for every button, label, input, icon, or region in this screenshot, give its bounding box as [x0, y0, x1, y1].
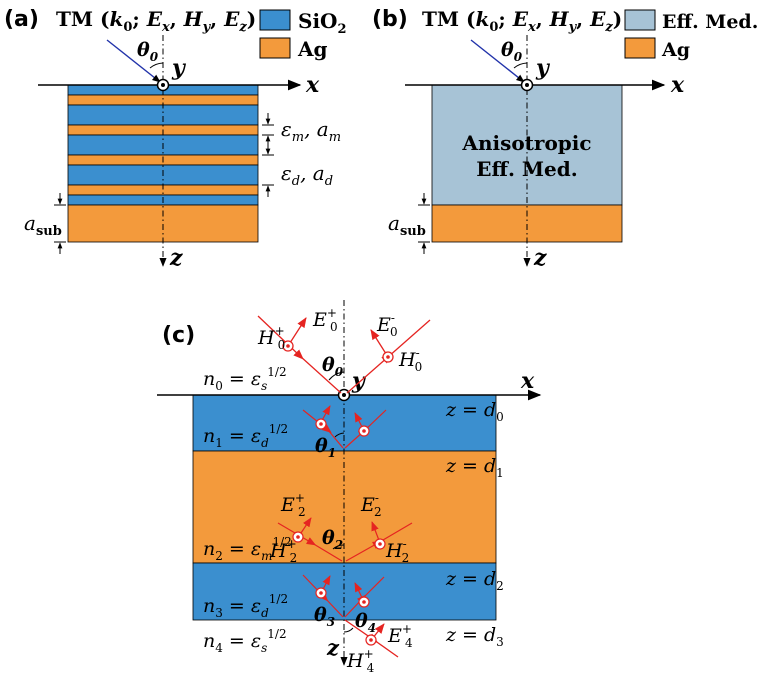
panel-a-sub-label: asub [24, 211, 62, 239]
theta2-label: θ2 [322, 527, 343, 552]
z-d0-label: z = d0 [445, 399, 504, 424]
panel-b-x-axis: x [670, 72, 685, 98]
panel-c-x-axis: x [520, 368, 535, 394]
legend-ag-b-label: Ag [661, 39, 690, 61]
panel-b-label: (b) [372, 7, 408, 32]
panel-c-z-axis: z [326, 635, 340, 660]
panel-b-incidence-label: TM (k0; Ex, Hy, Ez) [422, 7, 622, 35]
legend-ag-swatch [259, 37, 291, 59]
panel-b-z-axis: z [533, 245, 547, 271]
z-d1-label: z = d1 [445, 455, 504, 480]
legend-ag-label: Ag [297, 37, 328, 61]
panel-c-label: (c) [162, 323, 195, 348]
H4-plus-label: H+ 4 [346, 647, 375, 675]
panel-b-y-axis: y [535, 55, 551, 81]
layer3-rays [302, 574, 385, 618]
panel-a-diel-label: εd, ad [281, 161, 333, 189]
panel-a-label: (a) [4, 7, 39, 32]
H2-plus-label: H+ 2 [269, 537, 297, 565]
H0-plus-label: H+ 0 [257, 324, 285, 352]
legend-sio2-label: SiO2 [298, 9, 347, 37]
H2-minus-label: H-2 [385, 537, 409, 565]
theta1-label: θ1 [315, 435, 336, 460]
E0-plus-label: E+ 0 [312, 306, 338, 334]
theta0-label: θ0 [322, 354, 344, 379]
H0-minus-label: H-0 [398, 346, 422, 374]
n3-label: n3 = εd1/2 [203, 592, 288, 620]
E2-plus-label: E+ 2 [280, 491, 306, 519]
legend-eff-label: Eff. Med. [662, 11, 757, 33]
n2-label: n2 = εm1/2 [203, 535, 292, 563]
n4-label: n4 = εs1/2 [203, 627, 287, 655]
n1-label: n1 = εd1/2 [203, 422, 288, 450]
panel-b: (b) TM (k0; Ex, Hy, Ez) Eff. Med. Ag Ani… [372, 7, 757, 271]
legend-sio2-swatch [259, 9, 291, 31]
legend-ag-b-swatch [624, 37, 656, 59]
n0-label: n0 = εs1/2 [203, 365, 287, 393]
E4-plus-label: E+ 4 [387, 622, 413, 650]
panel-a: (a) TM (k0; Ex, Hy, Ez) SiO2 Ag x z y θ0 [4, 7, 347, 271]
theta4-label: θ4 [355, 610, 376, 635]
panel-b-theta: θ0 [501, 39, 523, 64]
theta3-label: θ3 [314, 604, 335, 629]
panel-c: (c) x z y n0 = εs1/2 n1 = εd1/2 n2 = εm1… [157, 300, 542, 675]
z-d3-label: z = d3 [445, 624, 504, 649]
panel-a-metal-label: εm, am [281, 117, 341, 145]
z-d2-label: z = d2 [445, 568, 504, 593]
panel-a-incidence-label: TM (k0; Ex, Hy, Ez) [56, 7, 256, 35]
layer2-rays [277, 517, 413, 562]
panel-a-y-axis: y [171, 55, 187, 81]
E0-minus-label: E-0 [376, 311, 398, 339]
panel-a-x-axis: x [305, 72, 320, 98]
legend-eff-swatch [624, 9, 656, 31]
panel-a-theta: θ0 [137, 39, 159, 64]
panel-a-z-axis: z [169, 245, 183, 271]
panel-c-y-axis: y [351, 368, 367, 394]
E2-minus-label: E-2 [360, 491, 382, 519]
panel-b-sub-label: asub [388, 211, 426, 239]
